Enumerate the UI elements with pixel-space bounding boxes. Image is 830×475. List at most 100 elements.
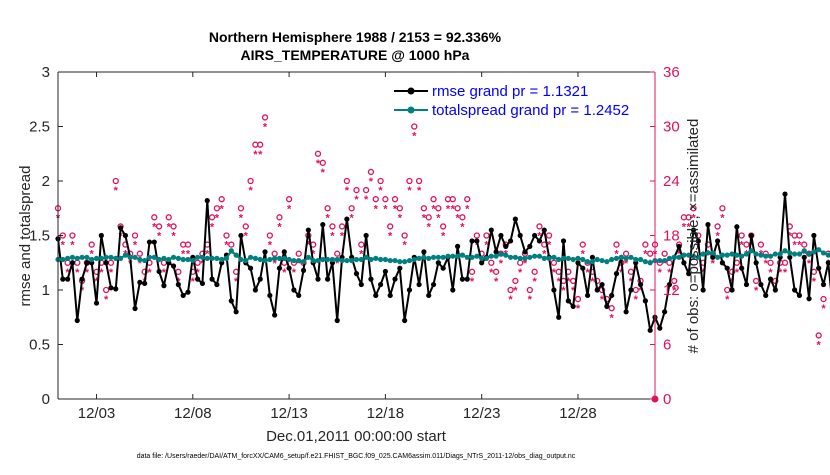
x-tick-label: 12/08 xyxy=(174,405,212,422)
totalspread-point xyxy=(825,252,830,258)
totalspread-point xyxy=(792,251,798,257)
totalspread-point xyxy=(358,256,364,263)
obs-assimilated-marker: * xyxy=(403,240,408,252)
totalspread-point xyxy=(69,254,76,260)
rmse-point xyxy=(421,249,427,255)
obs-assimilated-marker: * xyxy=(489,267,494,279)
rmse-point xyxy=(267,292,273,299)
rmse-point xyxy=(801,254,807,260)
totalspread-point xyxy=(474,253,480,259)
obs-possible-marker xyxy=(420,205,428,212)
rmse-point xyxy=(416,281,422,288)
rmse-point xyxy=(334,317,340,324)
totalspread-point xyxy=(748,248,754,254)
obs-possible-marker xyxy=(666,259,673,266)
totalspread-point xyxy=(512,254,518,260)
x-tick-label: 12/18 xyxy=(367,405,405,422)
obs-assimilated-marker: * xyxy=(316,158,321,170)
obs-assimilated-marker: * xyxy=(783,267,788,279)
obs-possible-marker xyxy=(391,196,399,203)
totalspread-point xyxy=(320,256,326,263)
rmse-point xyxy=(344,216,350,222)
totalspread-point xyxy=(724,252,730,258)
obs-assimilated-marker: * xyxy=(374,203,379,215)
obs-assimilated-marker: * xyxy=(470,276,475,288)
obs-assimilated-marker: * xyxy=(369,176,374,188)
rmse-point xyxy=(782,191,788,197)
obs-possible-marker xyxy=(401,232,408,239)
obs-assimilated-marker: * xyxy=(104,294,109,306)
rmse-point xyxy=(512,216,518,222)
totalspread-point xyxy=(507,254,514,260)
chart-subtitle: AIRS_TEMPERATURE @ 1000 hPa xyxy=(241,47,470,63)
totalspread-point xyxy=(580,256,586,263)
obs-assimilated-marker: * xyxy=(364,194,369,206)
rmse-point xyxy=(228,298,234,304)
obs-assimilated-marker: * xyxy=(398,212,403,224)
obs-assimilated-marker: * xyxy=(335,258,340,270)
totalspread-point xyxy=(599,257,605,264)
rmse-point xyxy=(247,265,254,271)
obs-assimilated-marker: * xyxy=(802,249,807,261)
obs-possible-marker xyxy=(170,223,177,230)
obs-possible-marker xyxy=(88,241,95,248)
y-tick-label: 0 xyxy=(42,391,50,408)
totalspread-point xyxy=(560,255,567,261)
obs-assimilated-marker: * xyxy=(552,267,557,279)
totalspread-point xyxy=(397,259,403,265)
totalspread-point xyxy=(137,256,143,263)
totalspread-point xyxy=(604,259,610,265)
rmse-point xyxy=(676,243,682,249)
obs-possible-marker xyxy=(430,196,437,203)
obs-assimilated-marker: * xyxy=(547,240,552,252)
totalspread-point xyxy=(498,251,504,257)
totalspread-point xyxy=(195,254,201,260)
rmse-point xyxy=(98,232,104,239)
totalspread-point xyxy=(772,251,778,257)
obs-possible-marker xyxy=(714,223,721,230)
obs-assimilated-marker: * xyxy=(407,185,412,197)
totalspread-point xyxy=(671,254,677,260)
obs-assimilated-marker: * xyxy=(581,249,586,261)
totalspread-point xyxy=(146,254,153,260)
totalspread-point xyxy=(570,256,576,263)
totalspread-point xyxy=(787,250,793,256)
rmse-point xyxy=(137,279,143,285)
obs-assimilated-marker: * xyxy=(778,267,783,279)
obs-assimilated-marker: * xyxy=(715,231,720,243)
rmse-point xyxy=(748,232,754,239)
totalspread-point xyxy=(117,255,124,261)
rmse-point xyxy=(397,265,403,271)
rmse-point xyxy=(113,286,119,292)
rmse-point xyxy=(714,238,721,244)
rmse-point xyxy=(729,287,735,293)
obs-possible-marker xyxy=(743,241,750,248)
totalspread-point xyxy=(642,259,648,265)
y-tick-label: 3 xyxy=(42,64,50,81)
obs-possible-marker xyxy=(550,259,558,266)
obs-possible-marker xyxy=(155,223,163,230)
obs-assimilated-marker: * xyxy=(321,167,326,179)
obs-assimilated-marker: * xyxy=(215,212,220,224)
rmse-point xyxy=(719,260,726,266)
y-tick-label-right: 6 xyxy=(663,337,671,354)
obs-assimilated-marker: * xyxy=(821,303,826,315)
obs-possible-marker xyxy=(141,268,148,275)
obs-assimilated-marker: * xyxy=(277,221,282,233)
totalspread-point xyxy=(700,251,706,257)
rmse-point xyxy=(599,281,605,288)
obs-possible-marker xyxy=(228,241,235,248)
obs-assimilated-marker: * xyxy=(340,231,345,243)
obs-assimilated-marker: * xyxy=(797,240,802,252)
rmse-point xyxy=(570,303,576,309)
obs-assimilated-marker: * xyxy=(147,267,152,279)
totalspread-point xyxy=(305,254,311,260)
obs-possible-marker xyxy=(613,241,620,248)
rmse-point xyxy=(459,276,466,282)
rmse-point xyxy=(609,292,615,299)
rmse-point xyxy=(108,285,114,291)
obs-possible-marker xyxy=(367,168,375,176)
y-axis-label-right: # of obs: o=possible; ×=assimilated xyxy=(685,119,702,354)
totalspread-point xyxy=(142,257,148,264)
rmse-point xyxy=(281,249,287,255)
